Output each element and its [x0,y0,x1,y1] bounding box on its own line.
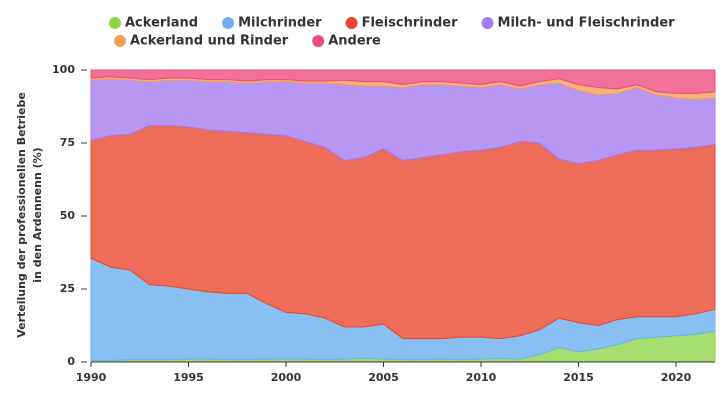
legend-label: Fleischrinder [362,16,459,31]
y-axis-label: in den Ardennenn (%) [31,147,44,282]
legend-label: Milch- und Fleischrinder [498,16,676,31]
legend-marker [109,17,121,29]
legend-item: Andere [312,34,381,49]
x-tick-label: 2010 [466,371,497,384]
area [90,69,716,94]
legend-item: Ackerland [109,16,198,31]
legend-marker [481,17,494,29]
x-tick-label: 1990 [76,371,107,384]
x-tick-label: 2020 [661,371,692,384]
y-tick-label: 75 [60,136,75,149]
legend-marker [114,35,126,47]
legend-marker [312,35,325,47]
legend-label: Milchrinder [238,16,322,31]
y-tick-label: 50 [60,209,76,222]
legend-marker [345,17,358,29]
y-axis-label: Verteilung der professionellen Betriebe [15,92,28,338]
x-tick-label: 2005 [368,371,399,384]
legend-marker [222,17,235,29]
x-tick-label: 2000 [271,371,302,384]
legend-label: Ackerland und Rinder [130,34,289,49]
legend-item: Milch- und Fleischrinder [481,16,676,31]
y-tick-label: 100 [52,63,75,76]
legend-label: Ackerland [125,16,198,31]
y-tick-label: 0 [67,355,75,368]
legend-item: Milchrinder [222,16,322,31]
x-tick-label: 2015 [563,371,594,384]
x-tick-label: 1995 [173,371,204,384]
legend-label: Andere [328,34,381,49]
plot-area [90,69,716,363]
y-tick-label: 25 [60,282,75,295]
legend-item: Ackerland und Rinder [114,34,289,49]
legend-item: Fleischrinder [345,16,459,31]
